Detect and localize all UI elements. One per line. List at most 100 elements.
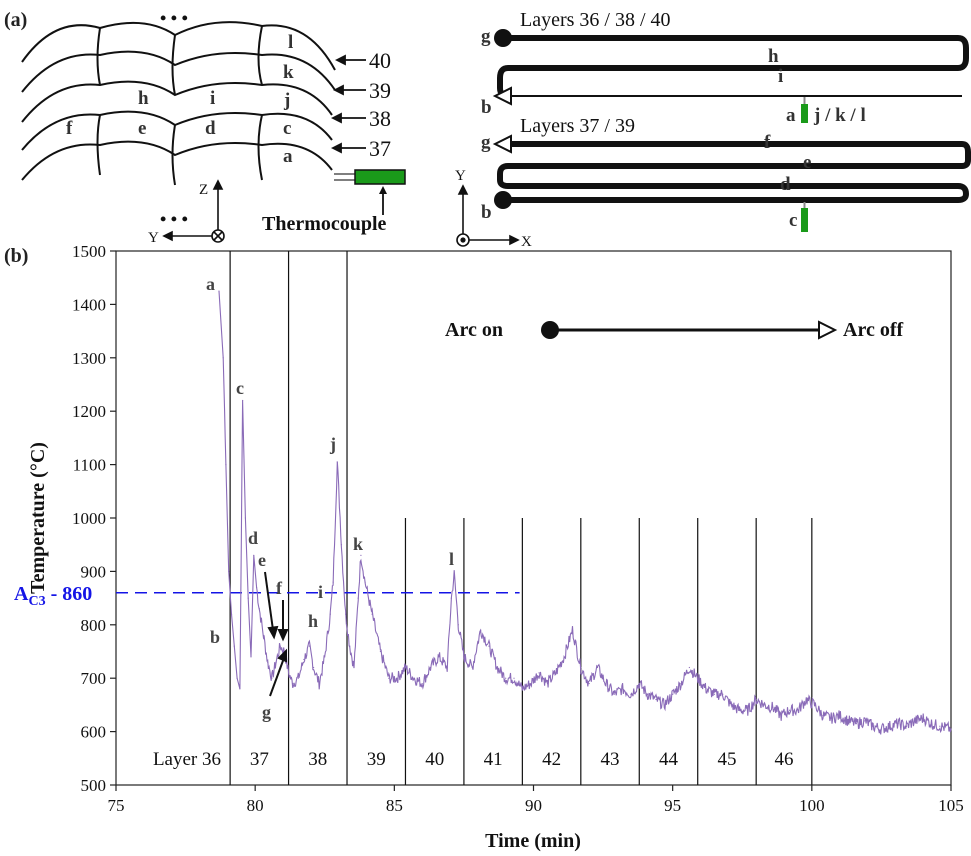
temperature-point bbox=[247, 597, 249, 599]
bead-letter-c: c bbox=[283, 118, 291, 139]
bead-letter-k: k bbox=[283, 62, 294, 83]
panel-a-paths: Layers 36 / 38 / 40 g h i b a j / k / l … bbox=[455, 9, 971, 250]
layer-boundaries bbox=[229, 251, 813, 785]
bead-divider-5 bbox=[171, 124, 176, 186]
temperature-point bbox=[763, 704, 766, 706]
path-bottom-e: e bbox=[803, 152, 811, 173]
bead-letter-i: i bbox=[210, 88, 215, 109]
panel-a-label: (a) bbox=[4, 9, 27, 31]
layer-label: 40 bbox=[425, 749, 444, 770]
temperature-point bbox=[396, 677, 398, 679]
temperature-point bbox=[722, 693, 724, 695]
temperature-point bbox=[513, 677, 515, 679]
temperature-point bbox=[705, 688, 707, 690]
temperature-point bbox=[222, 357, 224, 359]
path-top-i: i bbox=[778, 66, 783, 87]
temperature-point bbox=[788, 709, 791, 711]
axes-triad-xy bbox=[456, 184, 520, 247]
temperature-point bbox=[588, 682, 590, 685]
path-top-start-dot bbox=[494, 29, 512, 47]
bead-divider-4 bbox=[96, 114, 101, 176]
temperature-point bbox=[596, 666, 599, 669]
temperature-point bbox=[324, 656, 326, 658]
temperature-point bbox=[236, 677, 238, 679]
temperature-point bbox=[318, 682, 320, 685]
bead-letter-d: d bbox=[205, 118, 216, 139]
temperature-point bbox=[872, 725, 874, 727]
temperature-point bbox=[258, 608, 260, 610]
temperature-point bbox=[453, 573, 455, 575]
temperature-point bbox=[747, 709, 749, 711]
temperature-point bbox=[613, 693, 615, 695]
path-top-end-arrow bbox=[492, 86, 512, 106]
temperature-point bbox=[429, 666, 432, 669]
temperature-point bbox=[647, 693, 649, 695]
panel-b-label: (b) bbox=[4, 245, 28, 267]
temperature-point bbox=[287, 672, 290, 674]
temperature-point bbox=[496, 666, 498, 669]
path-bottom-end-arrow bbox=[492, 134, 512, 154]
path-top-h: h bbox=[768, 46, 779, 67]
path-bottom-serpentine bbox=[497, 141, 971, 203]
temperature-line bbox=[218, 290, 952, 735]
temperature-point bbox=[446, 666, 448, 669]
y-tick-label: 700 bbox=[81, 669, 107, 688]
temperature-point bbox=[267, 661, 269, 663]
y-axis-ticks: 500 600 700 800 900 1000 1100 1200 1300 1400 1500 bbox=[72, 242, 116, 795]
temperature-point bbox=[371, 613, 373, 615]
axes-triad-yz bbox=[162, 179, 225, 243]
temperature-point bbox=[755, 698, 757, 701]
temperature-point bbox=[360, 554, 362, 556]
temperature-point bbox=[404, 666, 407, 669]
temperature-point bbox=[922, 717, 924, 719]
temperature-point bbox=[255, 586, 258, 589]
temperature-point bbox=[555, 672, 557, 674]
layer-number-arrows bbox=[330, 54, 366, 154]
peak-arrows bbox=[264, 571, 289, 697]
x-tick-label: 80 bbox=[247, 796, 264, 815]
arc-on-label: Arc on bbox=[445, 319, 503, 341]
temperature-point bbox=[546, 682, 549, 685]
temperature-point bbox=[336, 461, 338, 463]
temperature-point bbox=[279, 645, 281, 647]
temperature-point bbox=[379, 650, 382, 653]
x-tick-label: 85 bbox=[386, 796, 403, 815]
bead-row-40 bbox=[21, 50, 336, 93]
temperature-point bbox=[814, 704, 816, 706]
y-tick-label: 800 bbox=[81, 616, 107, 635]
layer-number-37: 37 bbox=[369, 136, 391, 161]
thermocouple-label: Thermocouple bbox=[262, 213, 387, 235]
temperature-point bbox=[805, 698, 807, 701]
temperature-point bbox=[225, 464, 227, 466]
peak-label-f: f bbox=[276, 578, 283, 598]
temperature-point bbox=[438, 656, 440, 658]
temperature-point bbox=[242, 399, 244, 402]
y-tick-label: 1100 bbox=[73, 456, 106, 475]
temperature-point bbox=[340, 544, 343, 546]
y-tick-label: 1500 bbox=[72, 242, 106, 261]
x-tick-label: 90 bbox=[525, 796, 542, 815]
peak-label-l: l bbox=[449, 549, 454, 569]
temperature-point bbox=[313, 666, 315, 669]
layer-label: 44 bbox=[659, 749, 679, 770]
temperature-point bbox=[830, 717, 832, 719]
temperature-point bbox=[822, 714, 824, 717]
temperature-point bbox=[345, 613, 347, 615]
layer-label: 43 bbox=[601, 749, 620, 770]
path-top-g: g bbox=[481, 26, 491, 47]
x-tick-label: 100 bbox=[799, 796, 825, 815]
y-tick-label: 1300 bbox=[72, 349, 106, 368]
path-bottom-d: d bbox=[780, 174, 791, 195]
temperature-point bbox=[638, 682, 640, 685]
temperature-point bbox=[680, 682, 682, 685]
bead-divider-6 bbox=[257, 114, 263, 181]
peak-label-h: h bbox=[308, 611, 318, 631]
path-top-b: b bbox=[481, 97, 492, 118]
temperature-point bbox=[950, 728, 952, 730]
layer-label: 42 bbox=[542, 749, 561, 770]
layer-label: Layer 36 bbox=[153, 749, 221, 770]
temperature-point bbox=[939, 725, 941, 727]
x-axis-ticks: 75 80 85 90 95 100 105 bbox=[108, 785, 964, 815]
peak-label-e: e bbox=[258, 550, 266, 570]
temperature-point bbox=[450, 597, 452, 599]
